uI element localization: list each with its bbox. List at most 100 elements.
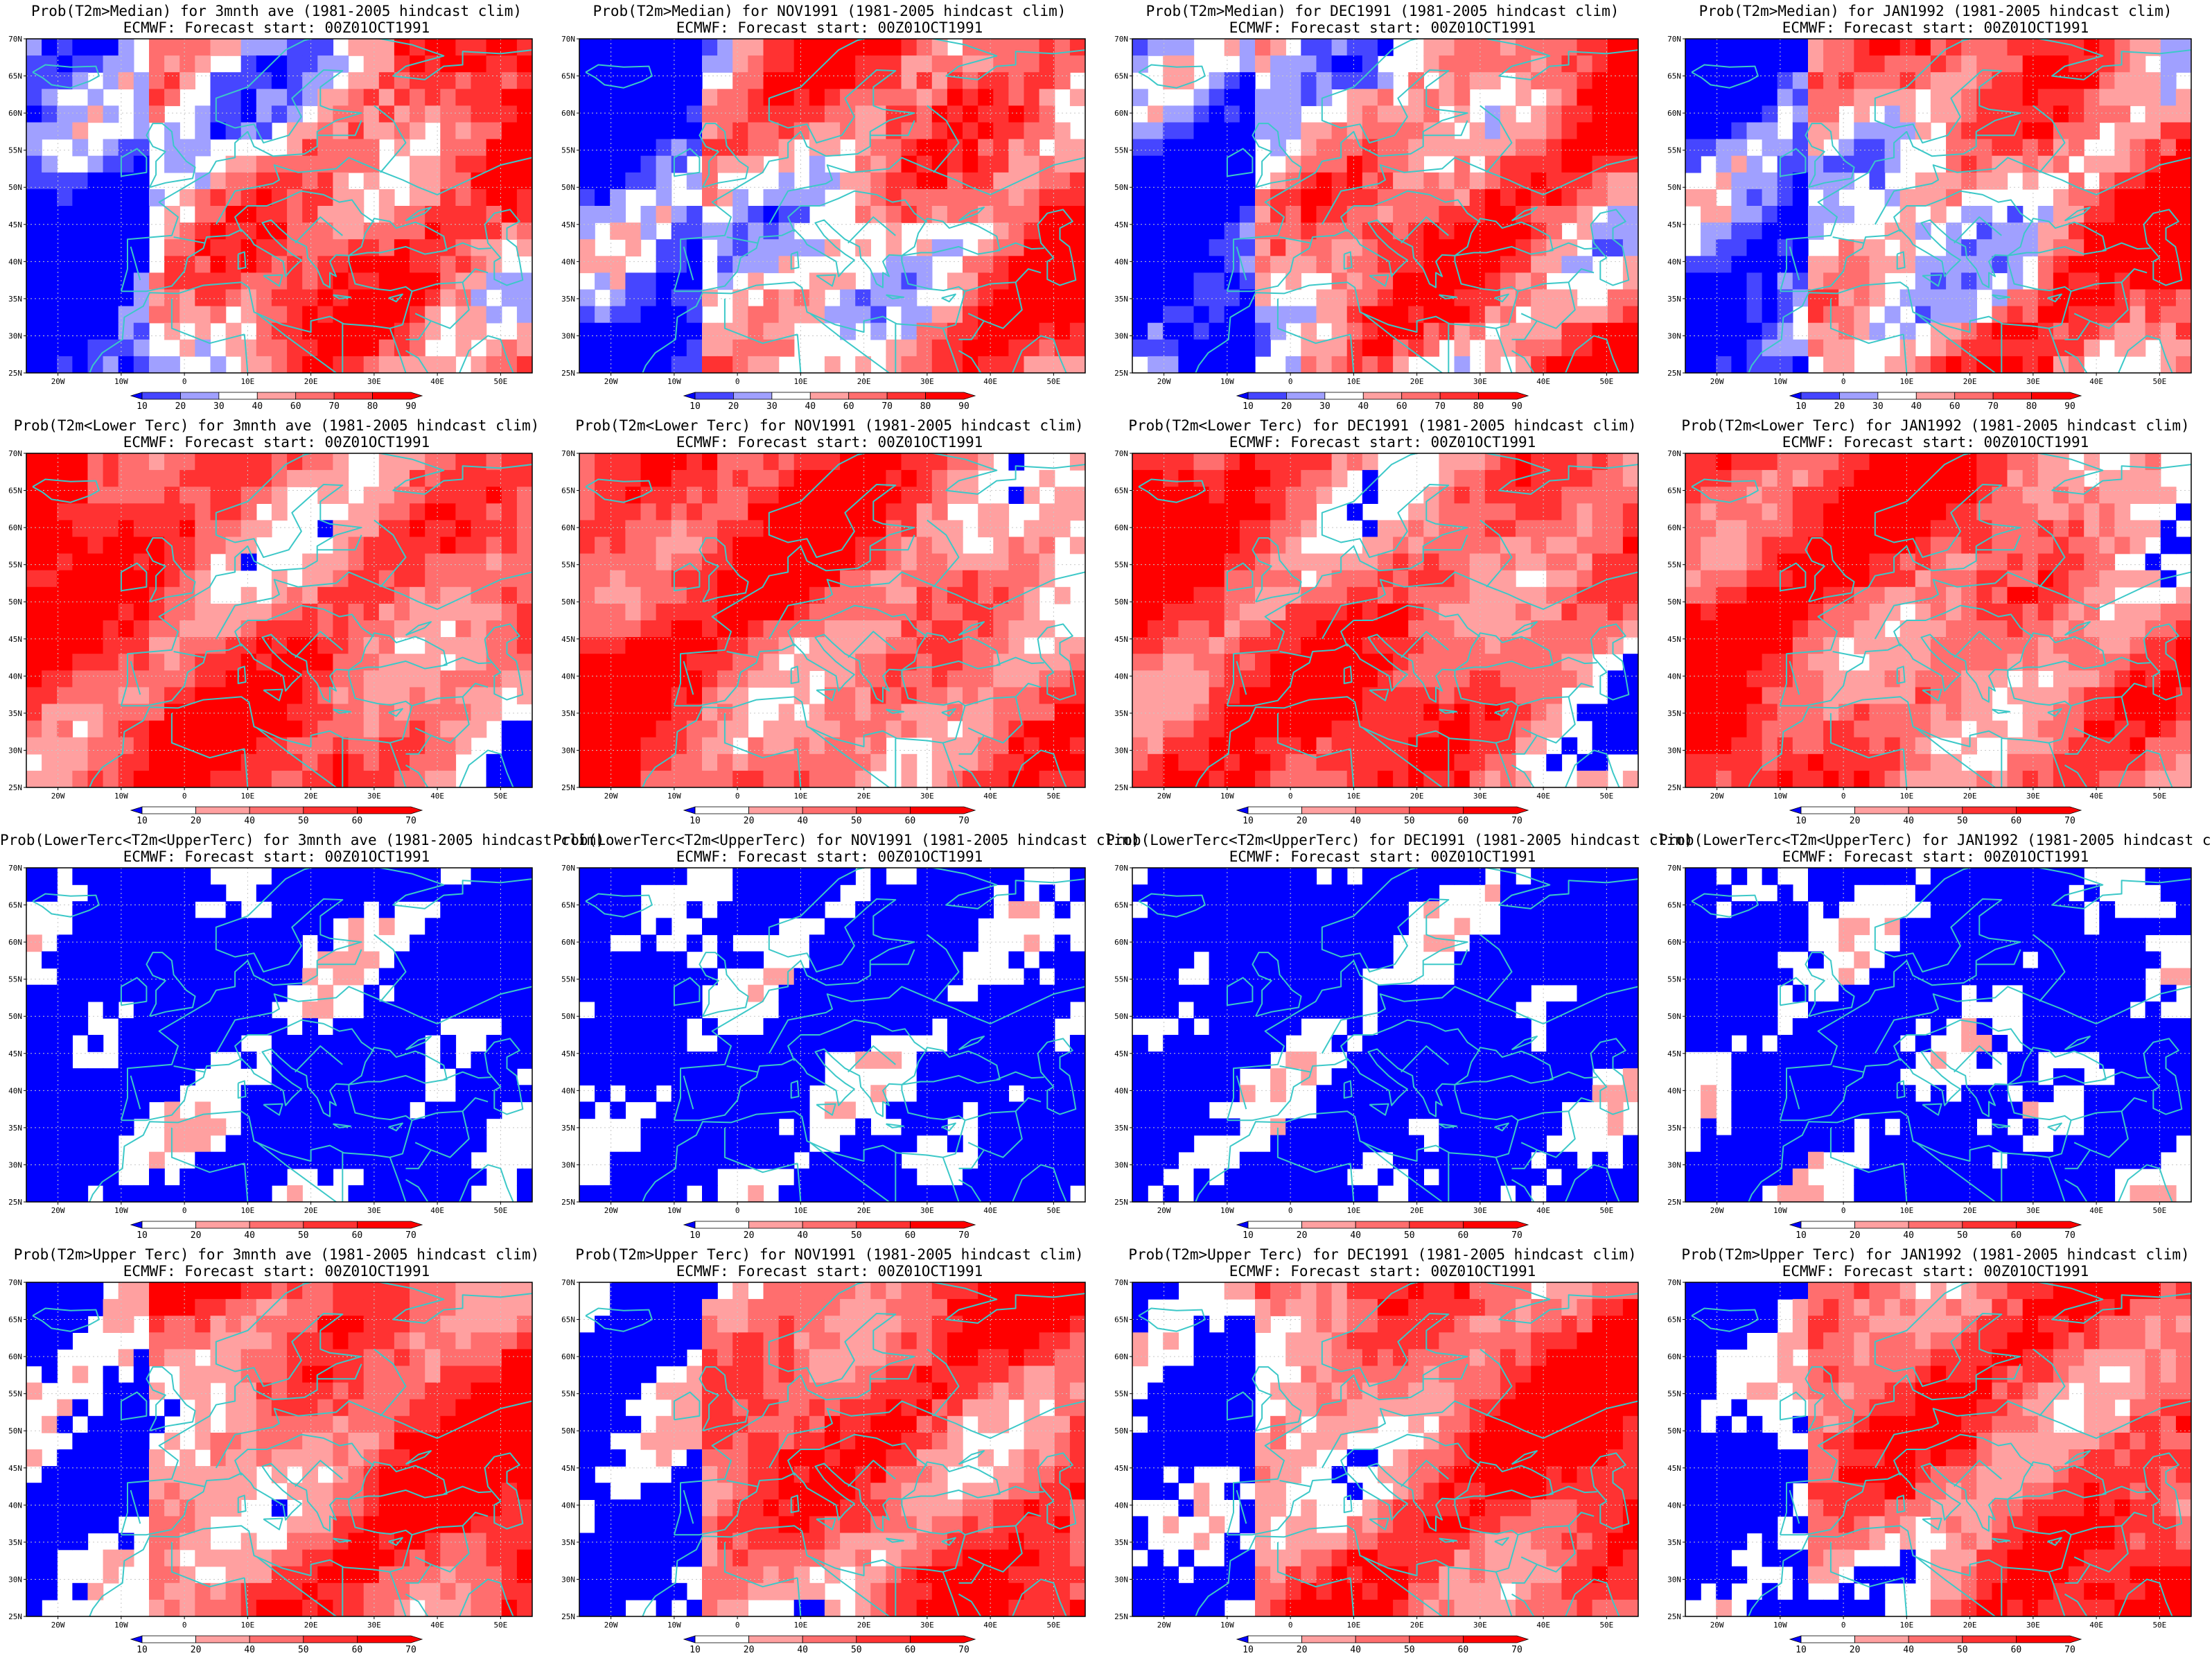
lon-tick-label: 40E: [430, 377, 444, 386]
colorbar-label: 50: [298, 1645, 309, 1655]
lat-tick-label: 70N: [1114, 1278, 1128, 1287]
colorbar-label: 60: [1458, 816, 1469, 826]
lat-tick-label: 70N: [1667, 864, 1681, 873]
lon-tick-label: 20W: [604, 1621, 618, 1630]
probability-map: 70N 65N 60N 55N 50N 45N 40N 35N 30N 25N 20W 10W 0 10E…: [1114, 864, 1639, 1241]
colorbar-label: 60: [1458, 1645, 1469, 1655]
lon-tick-label: 10W: [114, 1206, 128, 1215]
lat-tick-label: 70N: [561, 449, 575, 458]
lat-tick-label: 45N: [8, 1049, 22, 1058]
colorbar: 10 20 40 50 60 70: [1236, 1221, 1529, 1241]
lat-tick-label: 65N: [561, 901, 575, 910]
lon-tick-label: 0: [1841, 1621, 1846, 1630]
colorbar-label: 50: [1957, 1645, 1968, 1655]
lon-tick-label: 50E: [1599, 1206, 1613, 1215]
lat-tick-label: 40N: [8, 1086, 22, 1095]
lon-tick-label: 40E: [1536, 1621, 1550, 1630]
lat-tick-label: 70N: [1667, 449, 1681, 458]
colorbar: 10 20 30 40 60 70 80 90: [130, 392, 423, 412]
lat-tick-label: 40N: [1114, 257, 1128, 266]
lon-tick-label: 30E: [367, 1621, 381, 1630]
panel-subtitle: ECMWF: Forecast start: 00Z01OCT1991: [676, 19, 983, 36]
lat-tick-label: 40N: [561, 1086, 575, 1095]
lat-tick-label: 50N: [561, 1426, 575, 1436]
lat-tick-label: 60N: [561, 1352, 575, 1361]
lat-tick-label: 35N: [1114, 1538, 1128, 1547]
lat-tick-label: 65N: [561, 487, 575, 496]
lon-tick-label: 20W: [1157, 1206, 1171, 1215]
lon-tick-label: 10E: [793, 1206, 807, 1215]
coastlines: [1691, 39, 2191, 373]
colorbar: 10 20 30 40 60 70 80 90: [683, 392, 976, 412]
lon-tick-label: 50E: [1046, 377, 1060, 386]
lon-tick-label: 20E: [1410, 377, 1424, 386]
colorbar: 10 20 40 50 60 70: [1236, 806, 1529, 826]
lat-tick-label: 60N: [1667, 523, 1681, 532]
colorbar-label: 90: [1511, 401, 1522, 412]
lat-tick-label: 60N: [1114, 1352, 1128, 1361]
lon-tick-label: 40E: [2089, 377, 2103, 386]
lat-tick-label: 50N: [561, 1012, 575, 1021]
lat-tick-label: 25N: [1667, 783, 1681, 792]
map-frame: [26, 867, 533, 1203]
probability-field: [1132, 1282, 1638, 1616]
lat-tick-label: 35N: [1667, 1124, 1681, 1133]
panel-subtitle: ECMWF: Forecast start: 00Z01OCT1991: [1229, 1263, 1536, 1280]
panel-title: Prob(T2m>Median) for DEC1991 (1981-2005 …: [1146, 3, 1620, 19]
colorbar-label: 10: [1243, 1645, 1254, 1655]
lat-tick-label: 40N: [561, 257, 575, 266]
colorbar-label: 60: [905, 1645, 916, 1655]
colorbar-label: 60: [352, 1645, 363, 1655]
lon-tick-label: 0: [182, 1621, 187, 1630]
colorbar-label: 60: [2011, 816, 2022, 826]
lon-tick-label: 0: [1288, 377, 1293, 386]
colorbar-label: 20: [1850, 1230, 1861, 1241]
colorbar-label: 10: [1796, 816, 1807, 826]
lat-tick-label: 45N: [561, 1464, 575, 1473]
colorbar-label: 10: [1243, 1230, 1254, 1241]
probability-field: [579, 453, 1085, 787]
lon-tick-label: 20E: [1963, 1206, 1977, 1215]
lat-tick-label: 35N: [8, 1538, 22, 1547]
lat-tick-label: 70N: [1114, 35, 1128, 44]
colorbar-label: 60: [843, 401, 854, 412]
colorbar-label: 40: [1350, 1230, 1361, 1241]
colorbar-label: 50: [851, 1230, 862, 1241]
panel-subtitle: ECMWF: Forecast start: 00Z01OCT1991: [123, 1263, 430, 1280]
lat-tick-label: 30N: [561, 331, 575, 340]
colorbar-label: 20: [744, 1645, 755, 1655]
lat-tick-label: 50N: [1667, 1426, 1681, 1436]
panel-title: Prob(T2m>Upper Terc) for 3mnth ave (1981…: [13, 1246, 540, 1263]
map-panel-upper-nov: Prob(T2m>Upper Terc) for NOV1991 (1981-2…: [553, 1244, 1106, 1658]
lon-tick-label: 0: [1841, 377, 1846, 386]
panel-title: Prob(LowerTerc<T2m<UpperTerc) for JAN199…: [1659, 832, 2212, 848]
lon-tick-label: 10W: [1773, 377, 1787, 386]
colorbar-label: 70: [405, 816, 416, 826]
lat-tick-label: 45N: [8, 220, 22, 229]
lon-tick-label: 30E: [367, 792, 381, 801]
probability-field: [26, 39, 532, 373]
colorbar-label: 10: [137, 1230, 148, 1241]
lon-tick-label: 0: [1288, 792, 1293, 801]
lat-tick-label: 65N: [561, 72, 575, 81]
probability-map: 70N 65N 60N 55N 50N 45N 40N 35N 30N 25N 20W 10W 0 10E…: [561, 864, 1086, 1241]
lon-tick-label: 30E: [1473, 1206, 1487, 1215]
lat-tick-label: 50N: [8, 183, 22, 192]
lat-tick-label: 25N: [8, 783, 22, 792]
panel-subtitle: ECMWF: Forecast start: 00Z01OCT1991: [123, 434, 430, 451]
map-frame: [1132, 1282, 1639, 1617]
lat-tick-label: 45N: [1667, 1464, 1681, 1473]
colorbar-label: 70: [1987, 401, 1999, 412]
colorbar-label: 30: [1319, 401, 1331, 412]
colorbar: 10 20 40 50 60 70: [130, 1221, 423, 1241]
colorbar-label: 50: [851, 1645, 862, 1655]
probability-map: 70N 65N 60N 55N 50N 45N 40N 35N 30N 25N 20W 10W 0 10E…: [1667, 864, 2192, 1241]
lon-tick-label: 10E: [793, 377, 807, 386]
lat-tick-label: 45N: [1114, 635, 1128, 644]
lon-tick-label: 30E: [1473, 792, 1487, 801]
lat-tick-label: 40N: [8, 257, 22, 266]
lat-tick-label: 35N: [561, 709, 575, 718]
lat-tick-label: 45N: [1114, 1049, 1128, 1058]
lon-tick-label: 50E: [2152, 1206, 2166, 1215]
lon-tick-label: 50E: [1046, 792, 1060, 801]
